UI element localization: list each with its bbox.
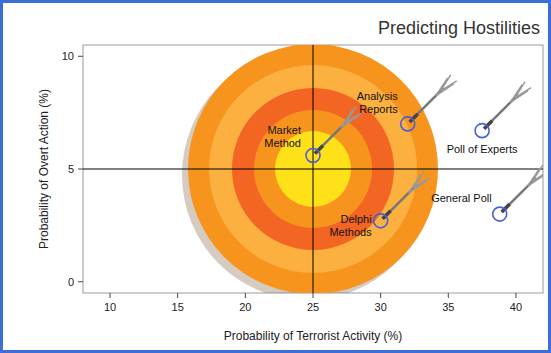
x-tick bbox=[515, 293, 516, 298]
point bbox=[306, 148, 320, 162]
y-tick-label: 5 bbox=[68, 163, 74, 175]
x-tick-label: 10 bbox=[104, 301, 116, 313]
point bbox=[401, 117, 415, 131]
x-tick bbox=[448, 293, 449, 298]
x-tick-label: 20 bbox=[239, 301, 251, 313]
point-label-line: Market bbox=[267, 124, 301, 136]
x-axis-title: Probability of Terrorist Activity (%) bbox=[224, 329, 403, 343]
point-label: DelphiMethods bbox=[329, 213, 372, 238]
dart bbox=[315, 106, 362, 153]
point-label: General Poll bbox=[431, 192, 492, 204]
dart bbox=[410, 75, 457, 122]
dart bbox=[383, 172, 430, 219]
point-label-line: Reports bbox=[359, 103, 398, 115]
x-tick bbox=[313, 293, 314, 298]
y-tick-label: 10 bbox=[62, 50, 74, 62]
y-axis-title: Probability of Overt Action (%) bbox=[37, 89, 51, 249]
point bbox=[374, 214, 388, 228]
dart-fletch bbox=[436, 75, 457, 96]
frame bbox=[2, 2, 550, 352]
dart-fletch bbox=[528, 165, 543, 186]
x-tick-label: 40 bbox=[510, 301, 522, 313]
point-label: MarketMethod bbox=[264, 124, 301, 149]
x-tick-label: 35 bbox=[442, 301, 454, 313]
x-tick bbox=[110, 293, 111, 298]
x-tick bbox=[380, 293, 381, 298]
point bbox=[493, 207, 507, 221]
crosshair-y bbox=[83, 169, 543, 170]
point-label: Poll of Experts bbox=[447, 143, 518, 155]
chart: 0 5 10 10 15 20 25 30 35 40 Probability of Terrori… bbox=[0, 0, 551, 353]
dart-shaft bbox=[383, 185, 417, 219]
point bbox=[475, 124, 489, 138]
plot-area bbox=[83, 45, 543, 293]
y-tick-label: 0 bbox=[68, 276, 74, 288]
point-label-line: Delphi bbox=[340, 213, 371, 225]
dart-fletch bbox=[510, 82, 531, 103]
dart bbox=[502, 165, 543, 212]
dart bbox=[484, 82, 531, 129]
point-label-line: Method bbox=[264, 137, 301, 149]
x-tick bbox=[177, 293, 178, 298]
point-label-line: Analysis bbox=[357, 90, 398, 102]
y-tick bbox=[78, 281, 83, 282]
dart-shaft bbox=[315, 119, 349, 153]
point-label-line: Poll of Experts bbox=[447, 143, 518, 155]
x-tick-label: 15 bbox=[172, 301, 184, 313]
marks bbox=[306, 75, 543, 228]
dart-shaft bbox=[484, 95, 518, 129]
point-label-line: Methods bbox=[329, 226, 372, 238]
y-tick bbox=[78, 169, 83, 170]
dart-shaft bbox=[410, 88, 444, 122]
x-tick-label: 30 bbox=[375, 301, 387, 313]
x-tick bbox=[245, 293, 246, 298]
x-tick-label: 25 bbox=[307, 301, 319, 313]
y-tick bbox=[78, 56, 83, 57]
dart-fletch bbox=[409, 172, 430, 193]
title: Predicting Hostilities bbox=[378, 18, 540, 38]
point-label: AnalysisReports bbox=[357, 90, 398, 115]
point-label-line: General Poll bbox=[431, 192, 492, 204]
dart-shaft bbox=[502, 178, 536, 212]
